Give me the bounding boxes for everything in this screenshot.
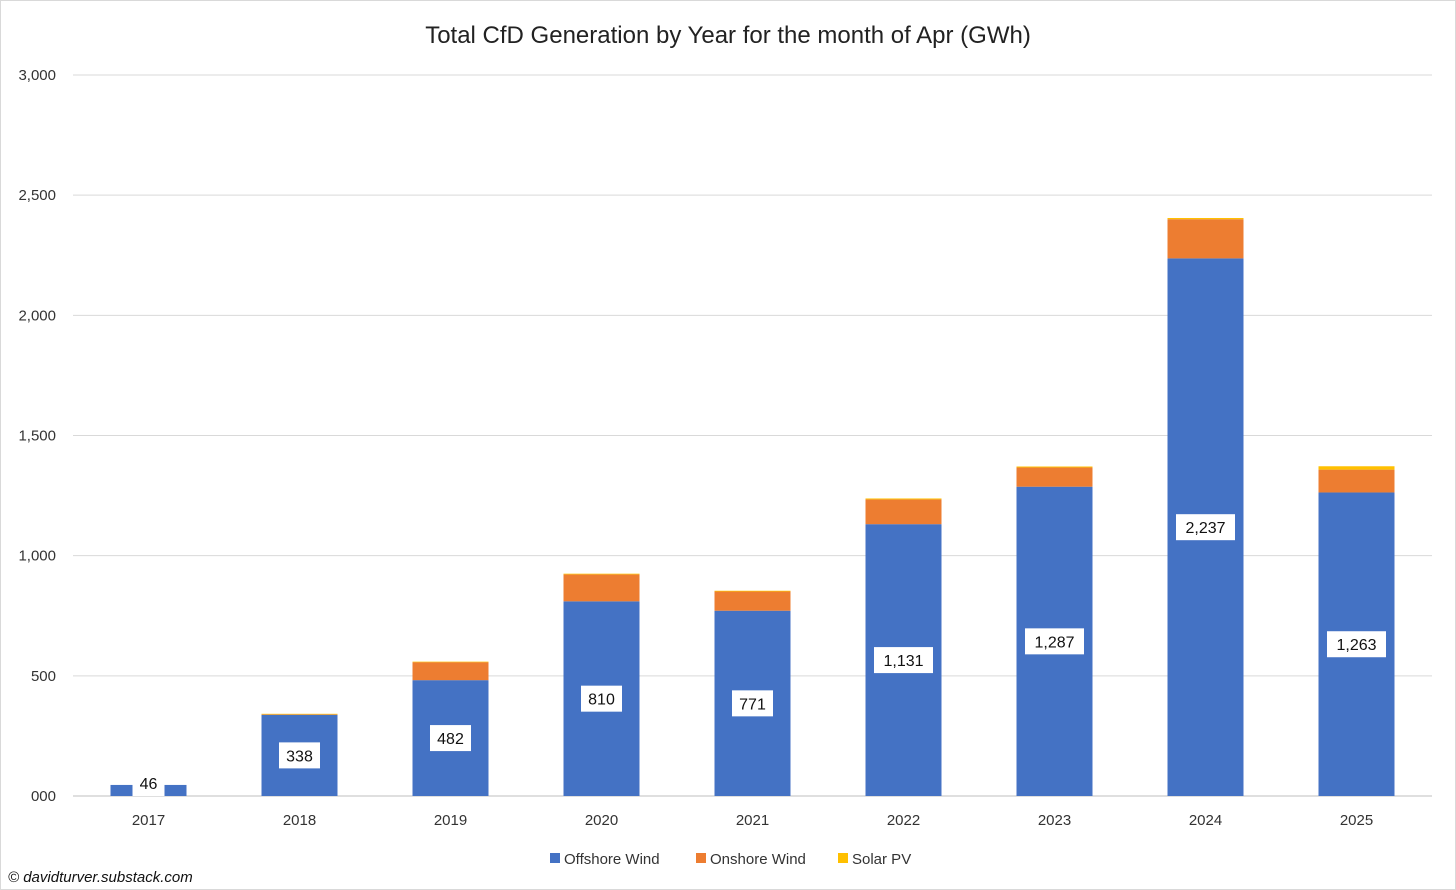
data-label-2025: 1,263	[1336, 637, 1376, 654]
y-tick-label: 3,000	[18, 67, 56, 84]
x-tick-label-2021: 2021	[736, 812, 769, 829]
legend-label-solar-pv: Solar PV	[852, 851, 911, 868]
y-tick-label: 1,500	[18, 428, 56, 445]
data-label-2022: 1,131	[883, 653, 923, 670]
data-labels: 46 338 482 810 771 1,131 1,287 2,237 1,263	[132, 514, 1386, 796]
bar-solar-pv-2022	[865, 498, 942, 500]
credit-text: © davidturver.substack.com	[8, 869, 193, 886]
data-label-2023: 1,287	[1034, 634, 1074, 651]
y-tick-label: 2,000	[18, 307, 56, 324]
legend-label-offshore-wind: Offshore Wind	[564, 851, 660, 868]
legend-swatch-onshore-wind	[696, 853, 706, 863]
y-tick-label: 1,000	[18, 548, 56, 565]
data-label-2017: 46	[140, 776, 158, 793]
x-tick-label-2024: 2024	[1189, 812, 1222, 829]
x-tick-label-2020: 2020	[585, 812, 618, 829]
bar-solar-pv-2021	[714, 590, 791, 592]
data-label-box	[430, 725, 471, 752]
bar-onshore-wind-2018	[261, 714, 338, 715]
x-tick-label-2025: 2025	[1340, 812, 1373, 829]
x-tick-label-2018: 2018	[283, 812, 316, 829]
x-axis: 2017 2018 2019 2020 2021 2022 2023 2024 2025	[132, 812, 1373, 829]
data-label-box	[732, 690, 773, 717]
x-tick-label-2022: 2022	[887, 812, 920, 829]
x-tick-label-2017: 2017	[132, 812, 165, 829]
data-label-2019: 482	[437, 731, 464, 748]
bar-onshore-wind-2021	[714, 591, 791, 611]
bar-solar-pv-2025	[1318, 466, 1395, 470]
data-label-box	[874, 647, 933, 674]
data-label-2024: 2,237	[1185, 520, 1225, 537]
legend-label-onshore-wind: Onshore Wind	[710, 851, 806, 868]
y-axis: 000 500 1,000 1,500 2,000 2,500 3,000	[18, 67, 56, 805]
data-label-2021: 771	[739, 696, 766, 713]
bar-onshore-wind-2022	[865, 499, 942, 525]
x-tick-label-2019: 2019	[434, 812, 467, 829]
bar-onshore-wind-2019	[412, 662, 489, 681]
y-tick-label: 000	[31, 788, 56, 805]
data-label-box	[1176, 514, 1235, 541]
bar-solar-pv-2018	[261, 713, 338, 715]
bar-solar-pv-2023	[1016, 466, 1093, 468]
bar-solar-pv-2019	[412, 661, 489, 663]
chart-title: Total CfD Generation by Year for the mon…	[425, 22, 1031, 49]
data-label-2018: 338	[286, 748, 313, 765]
data-label-box	[1327, 631, 1386, 658]
data-label-box	[279, 742, 320, 769]
bar-onshore-wind-2025	[1318, 469, 1395, 493]
bar-solar-pv-2024	[1167, 217, 1244, 220]
legend-swatch-solar-pv	[838, 853, 848, 863]
data-label-2020: 810	[588, 692, 615, 709]
bar-onshore-wind-2020	[563, 574, 640, 602]
legend-swatch-offshore-wind	[550, 853, 560, 863]
bar-onshore-wind-2024	[1167, 219, 1244, 259]
legend: Offshore Wind Onshore Wind Solar PV	[550, 851, 911, 868]
data-label-box	[581, 685, 622, 712]
bar-onshore-wind-2023	[1016, 467, 1093, 487]
data-label-box	[132, 770, 165, 796]
bar-solar-pv-2020	[563, 573, 640, 575]
x-tick-label-2023: 2023	[1038, 812, 1071, 829]
data-label-box	[1025, 628, 1084, 655]
y-tick-label: 500	[31, 668, 56, 685]
y-tick-label: 2,500	[18, 187, 56, 204]
